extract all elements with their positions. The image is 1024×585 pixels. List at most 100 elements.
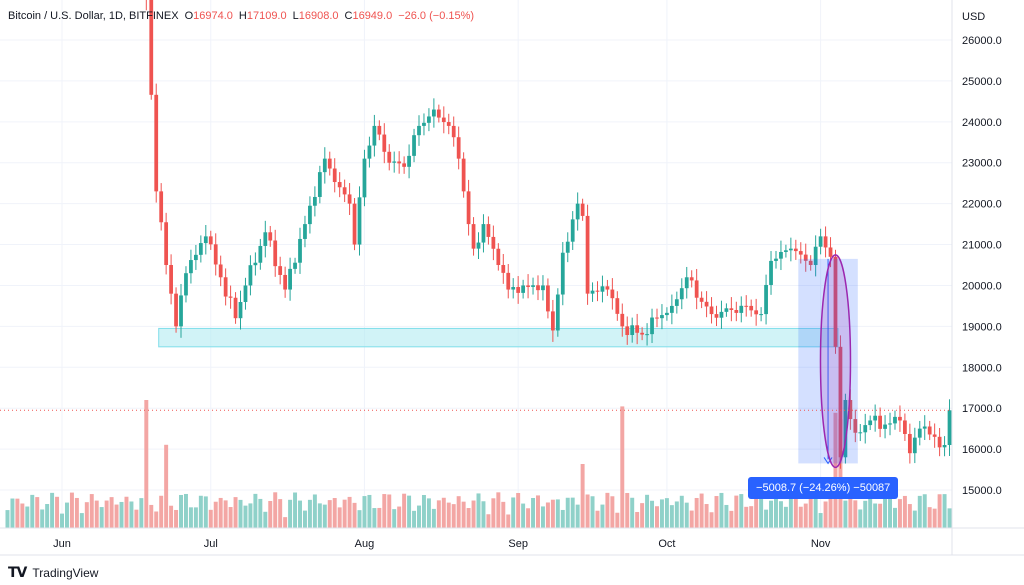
candle-body bbox=[312, 196, 317, 206]
close-value: 16949.0 bbox=[352, 10, 393, 22]
candle-body bbox=[179, 295, 183, 327]
support-zone bbox=[158, 327, 839, 348]
candle-body bbox=[258, 245, 263, 263]
candle-body bbox=[501, 265, 506, 273]
volume-bar bbox=[620, 406, 625, 528]
candle-body bbox=[377, 125, 382, 135]
candle-body bbox=[278, 266, 283, 275]
volume-bar bbox=[74, 497, 79, 528]
candle-body bbox=[883, 424, 887, 429]
candle-body bbox=[268, 232, 273, 241]
candle-body bbox=[308, 205, 312, 225]
price-axis[interactable]: USD 15000.0 16000.0 17000.0 18000.0 19000.0 20… bbox=[951, 0, 1002, 555]
volume-bar bbox=[40, 509, 45, 528]
volume-bar bbox=[729, 510, 734, 528]
candle-body bbox=[922, 426, 927, 429]
volume-bar bbox=[555, 499, 560, 528]
candle-body bbox=[669, 305, 674, 313]
candle-body bbox=[273, 240, 278, 267]
candle-body bbox=[893, 416, 897, 424]
time-axis[interactable]: Jun Jul Aug Sep Oct Nov bbox=[0, 527, 1024, 556]
volume-bar bbox=[694, 497, 699, 528]
volume-bar bbox=[595, 510, 600, 528]
candle-body bbox=[665, 312, 669, 316]
candle-body bbox=[555, 294, 560, 331]
volume-bar bbox=[783, 506, 788, 528]
volume-bar bbox=[878, 503, 883, 528]
volume-bar bbox=[35, 497, 40, 528]
candle-body bbox=[387, 151, 392, 163]
volume-bar bbox=[664, 498, 669, 528]
candle-body bbox=[580, 203, 585, 216]
candle-body bbox=[610, 289, 615, 299]
volume-bar bbox=[412, 510, 417, 528]
volume-bar bbox=[833, 412, 838, 528]
volume-bar bbox=[565, 497, 570, 528]
volume-bar bbox=[377, 507, 382, 528]
candle-body bbox=[417, 125, 421, 136]
volume-bar bbox=[793, 498, 798, 528]
candle-body bbox=[218, 264, 223, 278]
close-label: C bbox=[344, 10, 353, 22]
candle-body bbox=[372, 125, 377, 146]
tradingview-brand[interactable]: TV TradingView bbox=[8, 565, 98, 581]
volume-bar bbox=[625, 492, 630, 528]
volume-bar bbox=[169, 505, 174, 528]
candle-body bbox=[427, 116, 431, 123]
volume-bar bbox=[293, 492, 298, 528]
volume-bar bbox=[421, 495, 426, 528]
open-value: 16974.0 bbox=[193, 10, 233, 22]
candle-body bbox=[471, 224, 476, 249]
symbol-title[interactable]: Bitcoin / U.S. Dollar, 1D, BITFINEX bbox=[8, 10, 179, 22]
volume-bar bbox=[417, 505, 421, 528]
candle-body bbox=[699, 297, 704, 302]
price-range-measurement[interactable] bbox=[798, 254, 858, 469]
candle-body bbox=[149, 0, 154, 95]
candle-body bbox=[917, 428, 922, 438]
candle-body bbox=[937, 436, 942, 448]
candle-body bbox=[769, 260, 773, 285]
volume-bar bbox=[213, 501, 218, 528]
date-tick-label: Nov bbox=[811, 538, 831, 550]
price-tick-label: 17000.0 bbox=[962, 403, 1002, 415]
volume-bar bbox=[545, 502, 550, 528]
volume-bar bbox=[724, 504, 729, 528]
candle-body bbox=[818, 236, 823, 247]
candle-body bbox=[788, 248, 793, 251]
volume-bar bbox=[655, 506, 659, 528]
price-tick-label: 20000.0 bbox=[962, 280, 1002, 292]
candle-body bbox=[486, 224, 491, 237]
volume-bar bbox=[174, 509, 179, 528]
volume-bar bbox=[451, 504, 456, 528]
volume-bar bbox=[337, 507, 342, 528]
volume-bar bbox=[456, 496, 461, 528]
candle-body bbox=[253, 262, 258, 266]
volume-bar bbox=[436, 500, 441, 528]
volume-bar bbox=[635, 511, 640, 528]
volume-bar bbox=[466, 508, 471, 528]
volume-bar bbox=[208, 509, 213, 528]
volume-bar bbox=[248, 503, 253, 528]
candle-body bbox=[546, 285, 550, 312]
volume-bar bbox=[238, 499, 243, 528]
volume-bar bbox=[144, 400, 149, 528]
candle-body bbox=[645, 334, 649, 336]
volume-bar bbox=[431, 508, 436, 528]
candle-body bbox=[451, 125, 456, 138]
volume-bar bbox=[521, 503, 526, 528]
volume-bar bbox=[60, 513, 65, 528]
candle-body bbox=[888, 423, 892, 425]
volume-bar bbox=[243, 505, 248, 528]
volume-bar bbox=[873, 503, 878, 528]
candle-body bbox=[159, 191, 164, 223]
volume-bar bbox=[868, 495, 873, 528]
open-label: O bbox=[184, 10, 194, 22]
volume-bar bbox=[828, 492, 833, 528]
candle-body bbox=[813, 246, 818, 266]
candle-body bbox=[327, 158, 332, 169]
price-tick-label: 22000.0 bbox=[962, 199, 1002, 211]
volume-bar bbox=[764, 509, 769, 528]
price-tick-label: 25000.0 bbox=[962, 76, 1002, 88]
volume-bar bbox=[179, 494, 183, 528]
